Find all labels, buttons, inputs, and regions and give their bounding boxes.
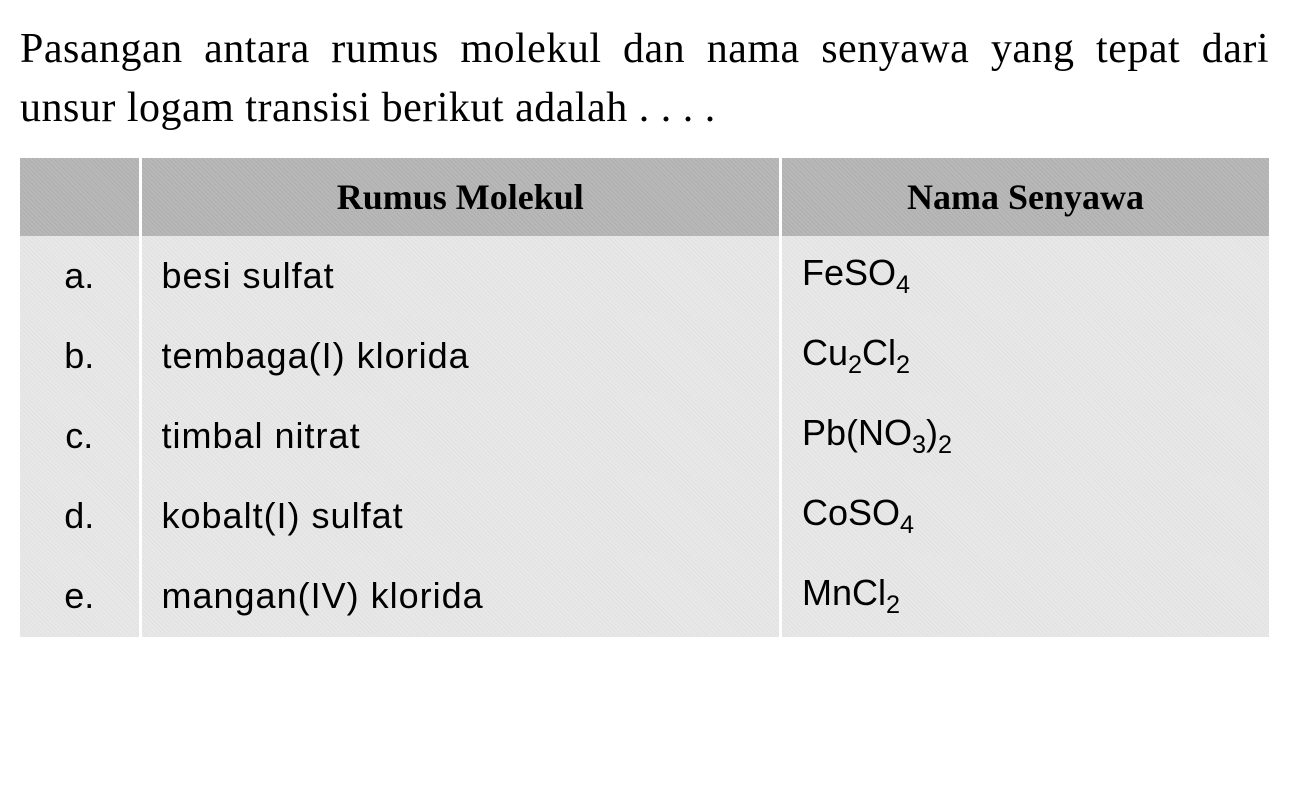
option-label: d. bbox=[20, 476, 140, 556]
table-row: e. mangan(IV) klorida MnCl2 bbox=[20, 556, 1269, 636]
option-label: b. bbox=[20, 316, 140, 396]
compound-name: tembaga(I) klorida bbox=[140, 316, 780, 396]
compound-formula: Pb(NO3)2 bbox=[780, 396, 1269, 476]
table-row: c. timbal nitrat Pb(NO3)2 bbox=[20, 396, 1269, 476]
compound-name: mangan(IV) klorida bbox=[140, 556, 780, 636]
table-row: d. kobalt(I) sulfat CoSO4 bbox=[20, 476, 1269, 556]
compound-formula: MnCl2 bbox=[780, 556, 1269, 636]
options-table: Rumus Molekul Nama Senyawa a. besi sulfa… bbox=[20, 158, 1269, 637]
question-text: Pasangan antara rumus molekul dan nama s… bbox=[20, 20, 1269, 138]
table-row: a. besi sulfat FeSO4 bbox=[20, 236, 1269, 316]
option-label: e. bbox=[20, 556, 140, 636]
compound-name: kobalt(I) sulfat bbox=[140, 476, 780, 556]
compound-formula: Cu2Cl2 bbox=[780, 316, 1269, 396]
table-body: a. besi sulfat FeSO4 b. tembaga(I) klori… bbox=[20, 236, 1269, 637]
question-container: Pasangan antara rumus molekul dan nama s… bbox=[20, 20, 1269, 637]
compound-name: besi sulfat bbox=[140, 236, 780, 316]
compound-name: timbal nitrat bbox=[140, 396, 780, 476]
table-header: Rumus Molekul Nama Senyawa bbox=[20, 158, 1269, 236]
compound-formula: FeSO4 bbox=[780, 236, 1269, 316]
header-col1 bbox=[20, 158, 140, 236]
header-col2: Rumus Molekul bbox=[140, 158, 780, 236]
compound-formula: CoSO4 bbox=[780, 476, 1269, 556]
option-label: a. bbox=[20, 236, 140, 316]
option-label: c. bbox=[20, 396, 140, 476]
header-col3: Nama Senyawa bbox=[780, 158, 1269, 236]
table-row: b. tembaga(I) klorida Cu2Cl2 bbox=[20, 316, 1269, 396]
